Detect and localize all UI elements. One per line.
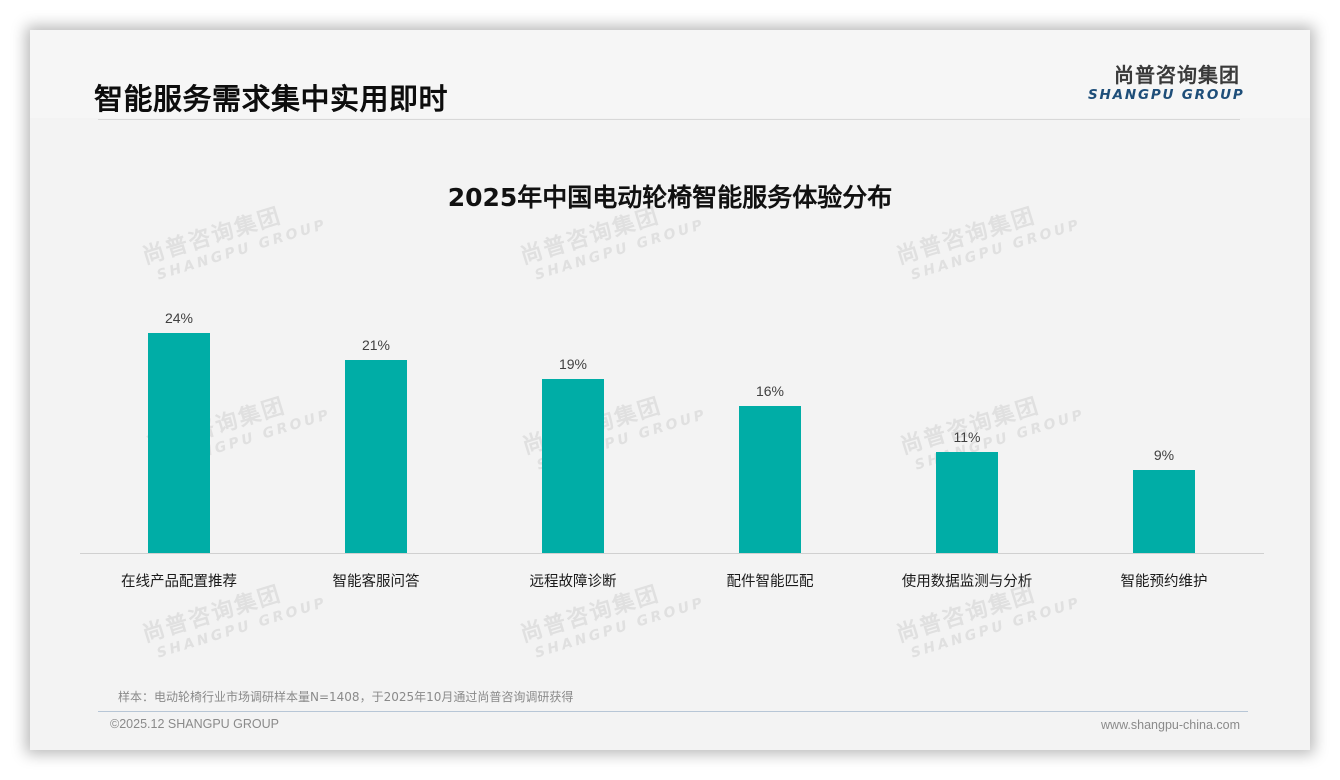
company-logo: 尚普咨询集团 SHANGPU GROUP: [1088, 63, 1245, 103]
logo-chinese-name: 尚普咨询集团: [1114, 63, 1240, 87]
website-link[interactable]: www.shangpu-china.com: [1101, 718, 1240, 732]
category-label: 在线产品配置推荐: [121, 574, 237, 590]
category-label: 智能预约维护: [1120, 574, 1208, 590]
logo-english-name: SHANGPU GROUP: [1088, 87, 1245, 103]
footer-divider: [98, 711, 1248, 712]
bar-value-label: 21%: [361, 337, 391, 353]
page-title: 智能服务需求集中实用即时: [94, 82, 449, 116]
sample-footnote: 样本：电动轮椅行业市场调研样本量N=1408，于2025年10月通过尚普咨询调研…: [118, 690, 574, 704]
category-label: 使用数据监测与分析: [901, 574, 1033, 590]
bar: [148, 333, 210, 553]
bar-value-label: 11%: [953, 429, 981, 445]
bar-value-label: 24%: [164, 310, 194, 326]
bar: [936, 452, 998, 553]
category-label: 配件智能匹配: [726, 574, 814, 590]
category-label: 远程故障诊断: [529, 574, 617, 590]
bar-value-label: 19%: [558, 356, 588, 372]
category-label: 智能客服问答: [332, 574, 420, 590]
slide: 智能服务需求集中实用即时 尚普咨询集团 SHANGPU GROUP 尚普咨询集团…: [30, 30, 1310, 750]
x-axis-baseline: [80, 553, 1264, 554]
bar-value-label: 16%: [755, 383, 785, 399]
copyright-text: ©2025.12 SHANGPU GROUP: [110, 717, 279, 731]
header-band: [30, 30, 1310, 118]
bar: [1133, 470, 1195, 553]
bar: [345, 360, 407, 553]
title-divider: [98, 119, 1240, 120]
bar: [542, 379, 604, 553]
bar-value-label: 9%: [1153, 447, 1175, 463]
bar: [739, 406, 801, 553]
chart-title: 2025年中国电动轮椅智能服务体验分布: [447, 183, 893, 212]
